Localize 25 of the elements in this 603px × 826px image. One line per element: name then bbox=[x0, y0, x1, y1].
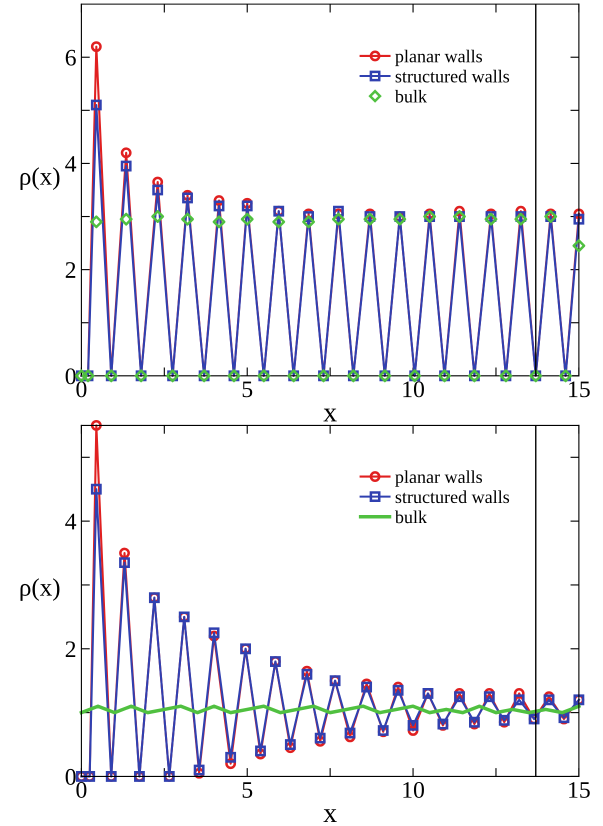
y-axis-title: ρ(x) bbox=[20, 578, 60, 601]
y-tick-label: 4 bbox=[65, 514, 76, 530]
y-tick-label: 0 bbox=[66, 368, 76, 384]
legend-label: planar walls bbox=[395, 470, 482, 487]
y-tick-label: 2 bbox=[66, 262, 76, 278]
x-tick-label: 10 bbox=[403, 381, 424, 398]
legend-label: planar walls bbox=[395, 50, 482, 66]
y-tick-label: 2 bbox=[66, 641, 76, 657]
y-tick-label: 4 bbox=[65, 156, 76, 172]
x-tick-label: 5 bbox=[242, 782, 252, 798]
x-tick-label: 15 bbox=[569, 782, 590, 798]
x-tick-label: 10 bbox=[403, 782, 424, 798]
x-tick-label: 15 bbox=[569, 381, 590, 398]
x-axis-title: x bbox=[323, 408, 337, 422]
y-tick-label: 6 bbox=[66, 50, 76, 66]
legend-label: structured walls bbox=[396, 70, 510, 82]
legend-label: bulk bbox=[394, 510, 428, 524]
y-axis-title: ρ(x) bbox=[20, 167, 60, 190]
x-axis-title: x bbox=[323, 809, 337, 822]
legend-label: bulk bbox=[394, 90, 428, 103]
x-tick-label: 0 bbox=[76, 782, 86, 798]
y-tick-label: 0 bbox=[66, 768, 76, 785]
x-tick-label: 5 bbox=[242, 382, 252, 398]
x-tick-label: 0 bbox=[76, 381, 86, 398]
legend-label: structured walls bbox=[396, 490, 510, 504]
